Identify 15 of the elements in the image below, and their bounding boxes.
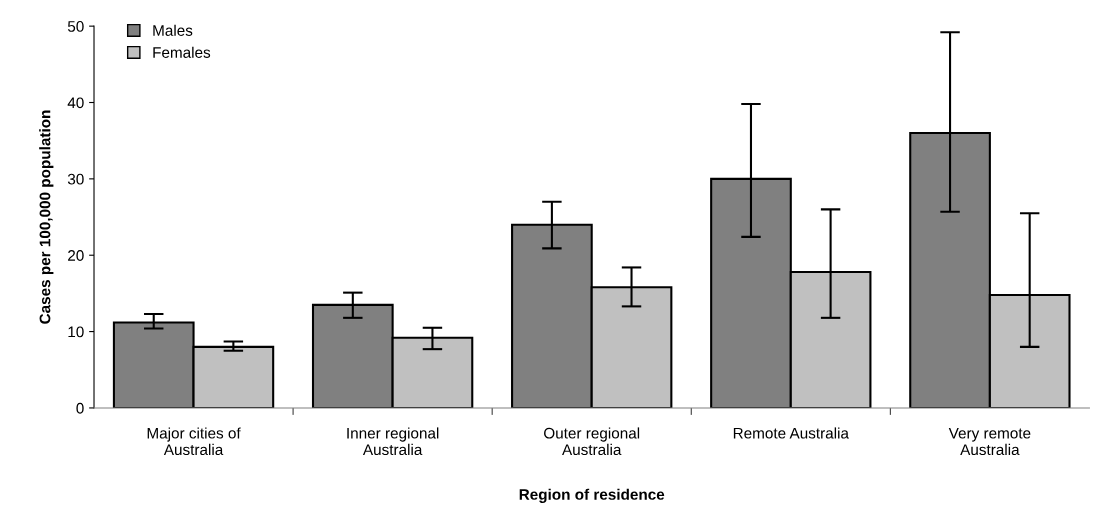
x-axis-title: Region of residence — [519, 488, 665, 503]
x-tick-label: Remote Australia — [733, 427, 849, 439]
x-tick-label: Major cities of Australia — [147, 427, 241, 456]
y-axis-title: Cases per 100,000 population — [39, 110, 54, 324]
x-tick-label: Very remote Australia — [948, 427, 1031, 456]
legend-label: Females — [153, 46, 211, 58]
y-tick-label: 40 — [67, 97, 84, 109]
y-tick-label: 20 — [68, 250, 84, 261]
y-tick-label: 0 — [76, 402, 84, 414]
y-tick-label: 50 — [67, 21, 84, 32]
x-tick-label: Inner regional Australia — [347, 427, 439, 456]
y-tick-label: 10 — [68, 326, 84, 338]
y-tick-label: 30 — [67, 173, 84, 185]
legend-label: Males — [153, 24, 193, 36]
x-tick-label: Outer regional Australia — [544, 427, 640, 456]
